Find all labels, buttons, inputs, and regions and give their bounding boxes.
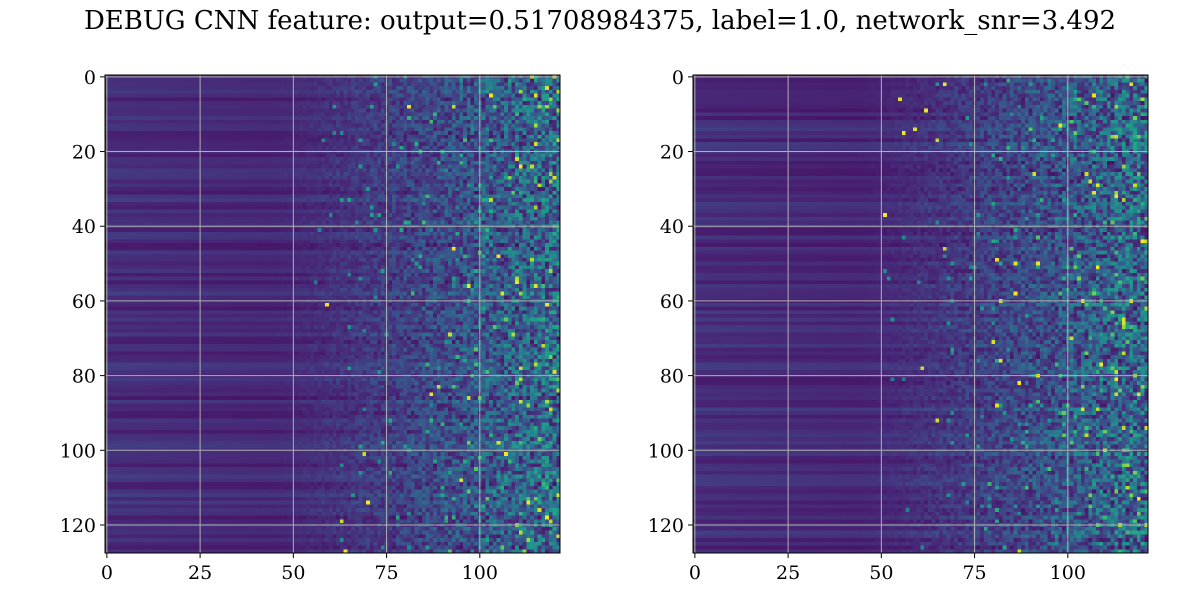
y-tick-label: 80: [660, 366, 684, 388]
x-tick-label: 50: [869, 562, 893, 584]
y-tick-label: 0: [84, 67, 96, 89]
x-tick-label: 75: [962, 562, 986, 584]
axes-frame: [104, 74, 561, 554]
y-tick-label: 120: [648, 515, 684, 537]
y-tick-label: 40: [72, 216, 96, 238]
y-tick-label: 20: [72, 142, 96, 164]
heatmap-panel-right: 0 25 50 75 100 0 20 40 60 80 100 120: [648, 67, 1149, 584]
y-tick-label: 40: [660, 216, 684, 238]
x-tick-label: 25: [188, 562, 212, 584]
y-tick-label: 100: [648, 440, 684, 462]
y-tick-label: 120: [60, 515, 96, 537]
heatmap-panel-left: 0 25 50 75 100 0 20 40 60 80 100 120: [60, 67, 561, 584]
figure-title: DEBUG CNN feature: output=0.51708984375,…: [83, 6, 1117, 36]
heatmap-image: [105, 75, 560, 553]
x-tick-label: 25: [776, 562, 800, 584]
heatmap-image: [693, 75, 1148, 553]
y-tick-label: 80: [72, 366, 96, 388]
x-tick-label: 50: [281, 562, 305, 584]
x-tick-label: 75: [374, 562, 398, 584]
y-tick-label: 100: [60, 440, 96, 462]
x-tick-label: 0: [689, 562, 701, 584]
x-tick-label: 100: [1050, 562, 1086, 584]
y-tick-label: 0: [672, 67, 684, 89]
y-tick-label: 60: [72, 291, 96, 313]
y-tick-label: 20: [660, 142, 684, 164]
x-tick-label: 100: [462, 562, 498, 584]
axes-frame: [692, 74, 1149, 554]
y-tick-label: 60: [660, 291, 684, 313]
x-tick-label: 0: [101, 562, 113, 584]
